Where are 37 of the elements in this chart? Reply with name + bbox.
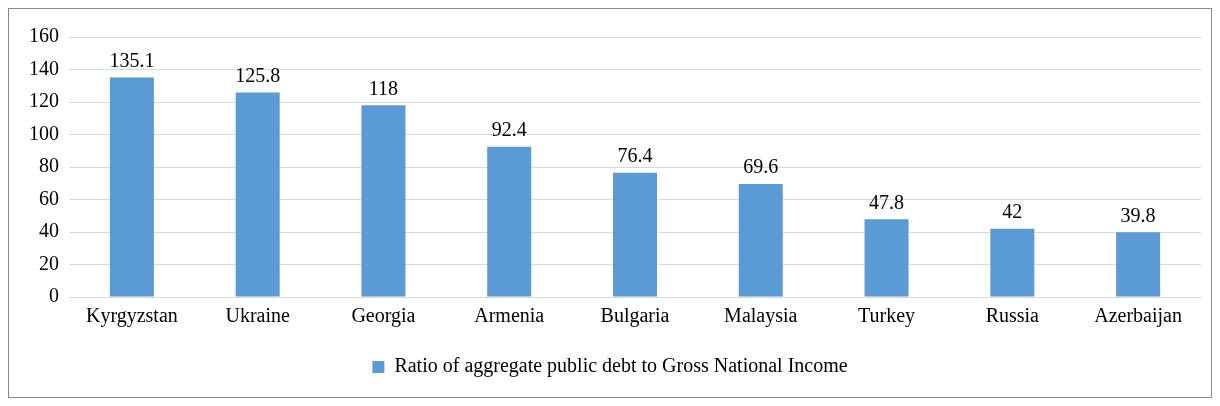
data-label: 125.8 — [235, 63, 281, 86]
y-tick-label: 0 — [49, 284, 59, 307]
bar — [1116, 232, 1161, 297]
legend-label: Ratio of aggregate public debt to Gross National Income — [394, 354, 848, 378]
y-tick-label: 120 — [29, 89, 59, 112]
x-tick-label: Malaysia — [724, 304, 798, 328]
data-label: 42 — [1002, 200, 1023, 222]
x-tick-label: Kyrgyzstan — [85, 304, 178, 328]
y-tick-label: 140 — [29, 56, 59, 79]
x-tick-label: Bulgaria — [600, 304, 670, 328]
data-label: 92.4 — [491, 118, 527, 141]
bar — [738, 183, 783, 297]
x-tick-label: Azerbaijan — [1094, 304, 1182, 328]
bar — [361, 105, 406, 297]
y-tick-label: 100 — [29, 121, 59, 144]
bar — [487, 146, 532, 297]
data-label: 118 — [368, 76, 399, 99]
x-tick-label: Georgia — [351, 304, 416, 328]
x-tick-label: Turkey — [858, 304, 916, 328]
data-label: 135.1 — [109, 48, 155, 71]
y-tick-label: 80 — [39, 154, 59, 177]
x-tick-label: Armenia — [474, 304, 545, 327]
x-tick-label: Russia — [985, 304, 1040, 327]
bar — [235, 92, 280, 297]
y-tick-label: 60 — [39, 186, 59, 209]
bar — [990, 228, 1035, 297]
data-label: 76.4 — [617, 144, 653, 167]
x-tick-label: Ukraine — [225, 304, 290, 327]
bar — [864, 219, 909, 297]
data-label: 69.6 — [743, 155, 779, 178]
y-tick-label: 20 — [39, 251, 59, 274]
bar — [612, 172, 658, 297]
y-tick-label: 40 — [39, 219, 59, 242]
data-label: 39.8 — [1120, 203, 1156, 226]
y-tick-label: 160 — [29, 24, 59, 47]
data-label: 47.8 — [869, 190, 905, 213]
bar — [109, 77, 154, 297]
